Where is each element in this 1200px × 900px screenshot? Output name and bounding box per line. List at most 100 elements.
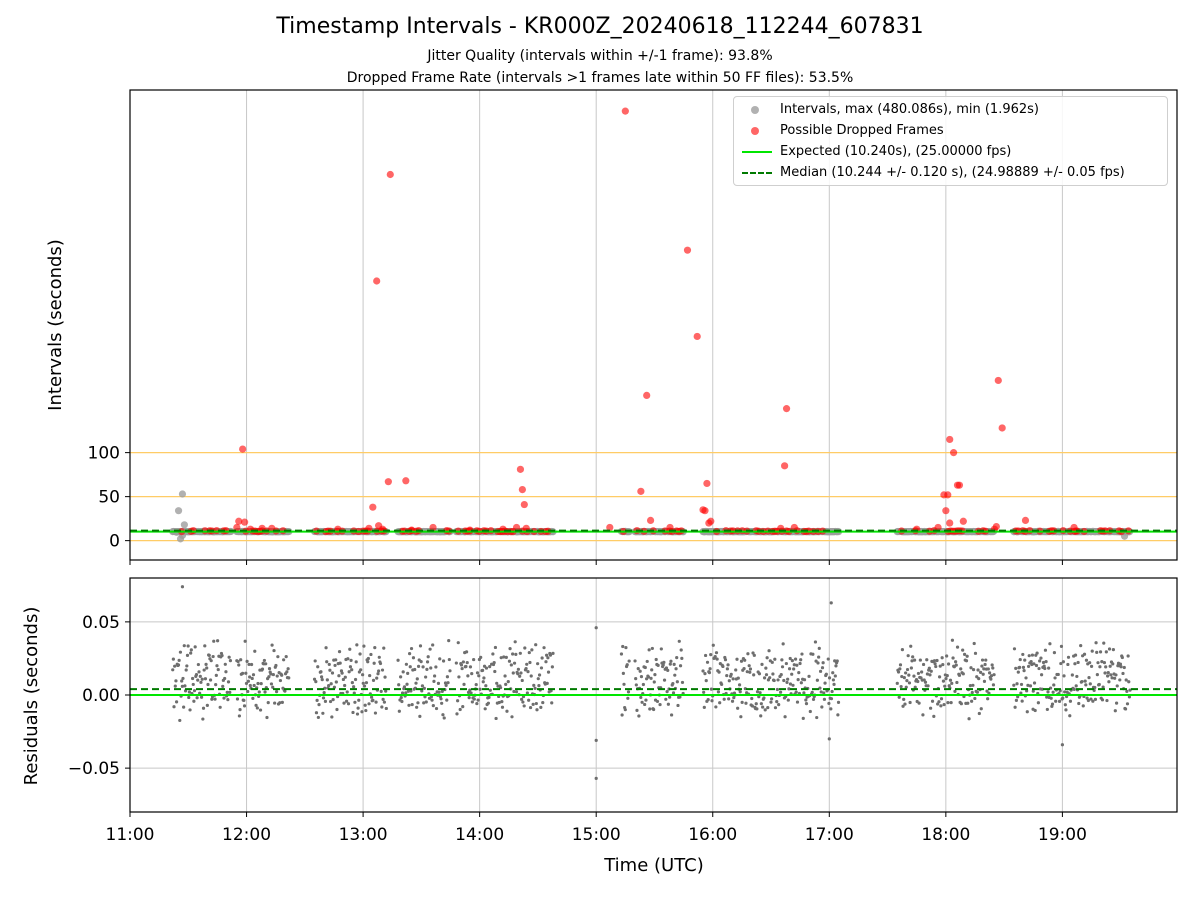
residual-point xyxy=(216,667,220,672)
dropped-frame-point xyxy=(707,517,715,525)
residual-point xyxy=(738,690,742,694)
residual-point xyxy=(429,666,433,670)
residual-point xyxy=(748,667,753,671)
residual-point xyxy=(980,664,984,668)
dropped-frame-point xyxy=(518,485,526,494)
residual-point xyxy=(189,648,193,652)
residual-point xyxy=(196,662,200,667)
residual-point xyxy=(378,661,383,666)
residual-point xyxy=(1052,651,1057,655)
residual-point xyxy=(445,675,450,679)
residual-point xyxy=(827,701,831,706)
residual-point xyxy=(274,663,278,668)
residual-point xyxy=(1062,674,1066,678)
residual-point xyxy=(965,654,969,658)
legend-label-expected: Expected (10.240s), (25.00000 fps) xyxy=(780,144,1012,159)
residual-point xyxy=(350,668,354,672)
residual-point xyxy=(666,702,670,706)
residual-point xyxy=(788,656,792,661)
residual-point xyxy=(426,655,430,659)
residual-point xyxy=(343,683,347,688)
residual-point xyxy=(794,690,798,694)
residual-point xyxy=(594,738,598,742)
residual-point xyxy=(402,685,407,689)
residual-point xyxy=(356,706,360,710)
residual-point xyxy=(334,680,338,684)
residual-point xyxy=(491,652,495,656)
residual-point xyxy=(781,642,785,646)
residual-point xyxy=(266,701,270,705)
residual-point xyxy=(716,690,721,694)
residual-point xyxy=(1052,683,1056,687)
residual-point xyxy=(985,689,989,693)
residual-point xyxy=(908,700,912,705)
residual-point xyxy=(625,663,629,667)
residual-point xyxy=(1084,658,1089,662)
residual-point xyxy=(180,684,184,688)
residual-point xyxy=(903,702,907,706)
residual-point xyxy=(1124,678,1128,682)
residual-point xyxy=(992,673,996,677)
residual-point xyxy=(744,701,748,705)
residual-point xyxy=(762,676,767,680)
residual-point xyxy=(263,690,267,694)
residual-point xyxy=(533,686,537,690)
residual-point xyxy=(221,684,225,688)
residual-point xyxy=(1039,673,1044,677)
residual-point xyxy=(1093,697,1098,701)
residual-point xyxy=(212,639,216,643)
residual-point xyxy=(1127,695,1132,699)
residual-point xyxy=(330,671,335,675)
residual-point xyxy=(1081,704,1085,708)
residual-point xyxy=(594,776,598,780)
residual-point xyxy=(1107,680,1111,684)
y-tick-label: 0.00 xyxy=(82,686,120,706)
residual-point xyxy=(362,684,367,688)
residual-point xyxy=(525,691,529,695)
residual-point xyxy=(186,644,190,648)
y-tick-label: 100 xyxy=(88,444,120,464)
residual-point xyxy=(1121,671,1125,676)
residual-point xyxy=(245,659,249,663)
residual-point xyxy=(1029,660,1033,664)
residual-point xyxy=(415,705,419,709)
residual-point xyxy=(1032,662,1036,666)
residual-point xyxy=(246,679,250,683)
residual-point xyxy=(544,660,548,664)
residual-point xyxy=(1056,672,1060,677)
residual-point xyxy=(546,670,551,674)
residual-point xyxy=(495,681,499,685)
residual-point xyxy=(344,699,349,703)
residual-point xyxy=(405,682,409,686)
residual-point xyxy=(940,656,944,660)
residual-point xyxy=(1090,649,1094,653)
dropped-frame-point xyxy=(239,445,247,453)
residual-point xyxy=(353,700,357,704)
residual-point xyxy=(458,707,462,712)
residual-point xyxy=(983,662,987,667)
residual-point xyxy=(937,675,942,679)
residual-point xyxy=(346,657,350,661)
residual-point xyxy=(428,647,432,651)
residual-point xyxy=(971,683,975,687)
residual-point xyxy=(758,691,762,695)
residual-point xyxy=(469,691,473,695)
residual-point xyxy=(750,704,754,708)
residual-point xyxy=(790,672,794,676)
residual-point xyxy=(204,662,208,667)
residual-point xyxy=(942,702,946,707)
residual-point xyxy=(779,673,783,677)
residual-point xyxy=(938,664,942,668)
residual-point xyxy=(446,681,450,685)
residual-point xyxy=(1018,657,1022,662)
residual-point xyxy=(757,672,762,676)
residual-point xyxy=(989,677,993,681)
residual-point xyxy=(381,697,385,701)
residual-point xyxy=(674,667,678,671)
residual-point xyxy=(1048,642,1052,646)
residual-point xyxy=(178,650,183,654)
x-axis-label: Time (UTC) xyxy=(603,855,704,876)
residual-point xyxy=(821,661,825,665)
residual-point xyxy=(418,644,423,648)
residual-point xyxy=(494,716,498,721)
